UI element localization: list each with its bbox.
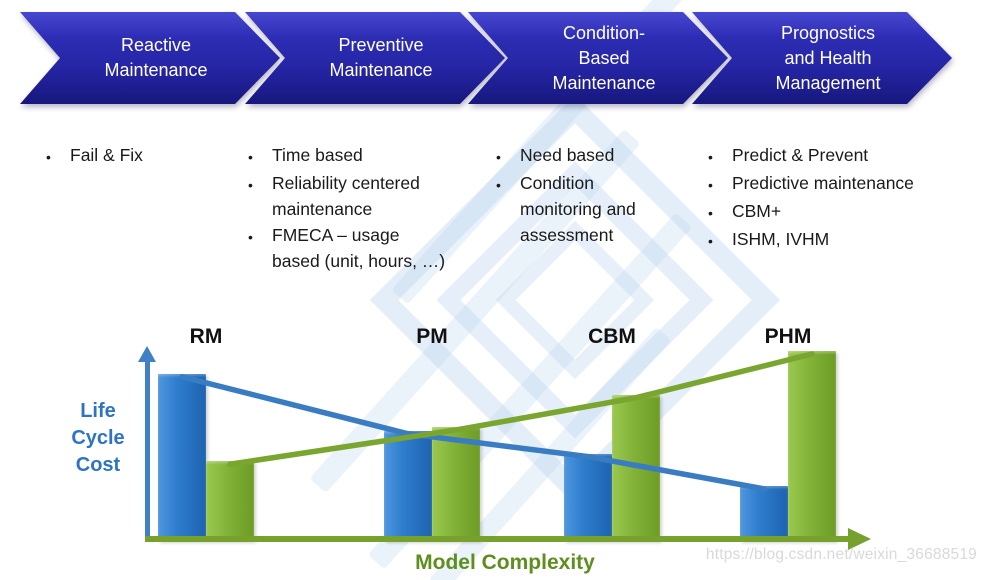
bullet-icon: •	[496, 177, 501, 193]
stage-label: Preventive Maintenance	[329, 35, 433, 80]
list-item-text: Need based	[520, 145, 615, 165]
chevron-arrow-shape: Reactive Maintenance	[20, 12, 280, 104]
list-item: • CBM+	[708, 198, 968, 226]
stage-chevron-condition-based-maintenance: Condition- Based Maintenance	[468, 12, 728, 104]
bullet-icon: •	[248, 229, 253, 245]
category-label-RM: RM	[189, 325, 223, 348]
blue-cost-bars-CBM	[564, 454, 612, 541]
blue-cost-bars-PM	[384, 431, 432, 541]
bullet-icon: •	[46, 149, 51, 165]
chevron-arrow-shape: Condition- Based Maintenance	[468, 12, 728, 104]
bullet-icon: •	[496, 149, 501, 165]
green-complexity-bars-PM	[432, 427, 480, 541]
list-item: • Predict & Prevent	[708, 142, 968, 170]
list-item-text: Fail & Fix	[70, 145, 143, 165]
category-label-PHM: PHM	[764, 325, 812, 348]
list-item-text: CBM+	[732, 201, 782, 221]
category-label-CBM: CBM	[588, 325, 636, 348]
green-complexity-bars-CBM	[612, 395, 660, 541]
list-item-text: Predict & Prevent	[732, 145, 869, 165]
stage-label: Reactive Maintenance	[104, 35, 208, 80]
stage-chevron-prognostics-health-management: Prognostics and Health Management	[692, 12, 952, 104]
green-complexity-bars-PHM	[788, 351, 836, 541]
url-watermark-text: https://blog.csdn.net/weixin_36688519	[705, 546, 977, 563]
bullet-column-reactive: • Fail & Fix	[46, 142, 246, 170]
category-label-PM: PM	[416, 325, 448, 348]
list-item-text: Predictive maintenance	[732, 173, 914, 193]
bullet-icon: •	[708, 177, 713, 193]
bullet-column-condition-based: • Need based • Condition monitoring and …	[496, 142, 676, 248]
y-axis-title: Life Cycle Cost	[71, 400, 125, 476]
list-item-text: FMECA – usage based (unit, hours, …)	[272, 225, 446, 271]
bullet-icon: •	[248, 177, 253, 193]
blue-cost-bars-PHM	[740, 486, 788, 541]
y-axis-line	[145, 360, 150, 542]
list-item: • Fail & Fix	[46, 142, 246, 170]
bullet-icon: •	[708, 233, 713, 249]
list-item: • Predictive maintenance	[708, 170, 968, 198]
list-item: • Condition monitoring and assessment	[496, 170, 676, 248]
list-item: • FMECA – usage based (unit, hours, …)	[248, 222, 478, 274]
green-complexity-bars-RM	[206, 461, 254, 541]
y-axis-arrow-icon	[138, 346, 156, 362]
x-axis-arrow-icon	[848, 528, 871, 550]
chevron-arrow-shape: Preventive Maintenance	[245, 12, 505, 104]
bullet-icon: •	[248, 149, 253, 165]
x-axis-line	[145, 536, 850, 542]
stage-chevron-reactive-maintenance: Reactive Maintenance	[20, 12, 280, 104]
list-item: • Need based	[496, 142, 676, 170]
bullet-icon: •	[708, 205, 713, 221]
list-item-text: Reliability centered maintenance	[272, 173, 420, 219]
bullet-column-phm: • Predict & Prevent • Predictive mainten…	[708, 142, 968, 254]
stage-chevron-preventive-maintenance: Preventive Maintenance	[245, 12, 505, 104]
stage-label: Prognostics and Health Management	[775, 22, 881, 93]
stage-label: Condition- Based Maintenance	[552, 22, 656, 93]
list-item: • ISHM, IVHM	[708, 226, 968, 254]
x-axis-title: Model Complexity	[415, 551, 595, 574]
bullet-column-preventive: • Time based • Reliability centered main…	[248, 142, 478, 274]
list-item-text: Time based	[272, 145, 363, 165]
list-item-text: ISHM, IVHM	[732, 229, 830, 249]
list-item-text: Condition monitoring and assessment	[520, 173, 636, 245]
list-item: • Reliability centered maintenance	[248, 170, 478, 222]
blue-cost-bars-RM	[158, 374, 206, 541]
bullet-icon: •	[708, 149, 713, 165]
chevron-arrow-shape: Prognostics and Health Management	[692, 12, 952, 104]
list-item: • Time based	[248, 142, 478, 170]
